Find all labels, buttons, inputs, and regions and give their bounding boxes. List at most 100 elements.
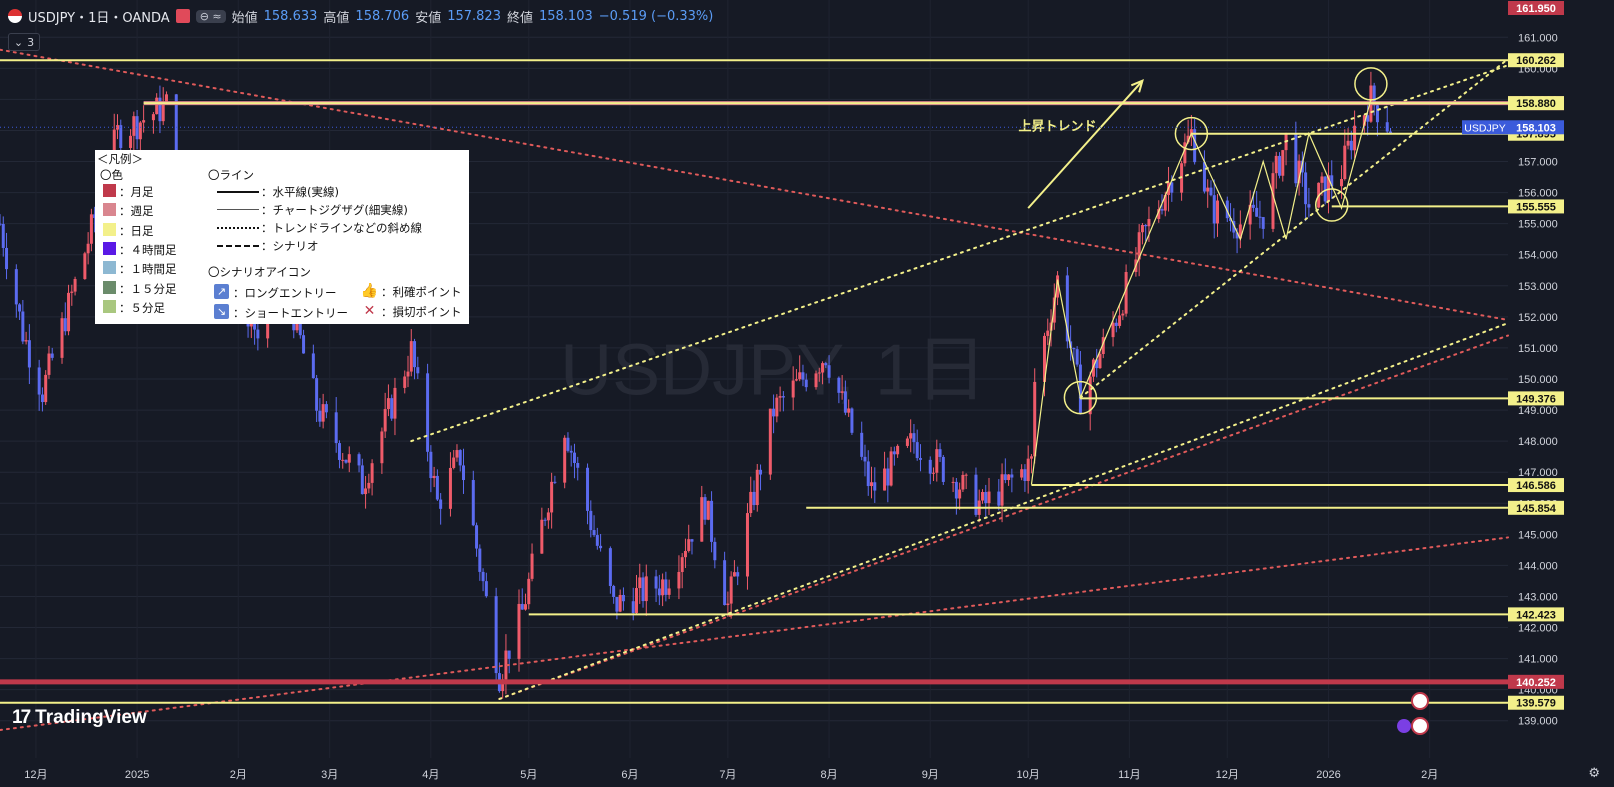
high-label: 高値 <box>323 10 350 26</box>
level-price-label: 149.376 <box>1516 393 1556 405</box>
legend-line-sample <box>217 245 259 247</box>
candle-down <box>0 223 2 225</box>
candle-down <box>1330 175 1334 187</box>
candle-down <box>569 450 573 453</box>
candle-down <box>736 572 740 577</box>
candle-down <box>576 462 580 468</box>
high-value: 158.706 <box>355 8 410 24</box>
level-price-tag <box>1508 96 1564 111</box>
candle-down <box>494 596 498 674</box>
visibility-toggle-icon[interactable]: ⊖ ≈ <box>195 9 226 23</box>
candle-up <box>1118 315 1122 326</box>
candle-down <box>592 530 596 536</box>
candle-down <box>357 454 361 466</box>
candle-up <box>1274 155 1278 174</box>
candle-down <box>912 433 916 443</box>
candle-down <box>612 585 616 597</box>
candle-up <box>364 488 368 495</box>
chart-header: USDJPY・1日・OANDA ⊖ ≈ 始値 158.633 高値 158.706 … <box>8 6 713 26</box>
flag-icon[interactable] <box>175 9 190 23</box>
time-tick-label: 5月 <box>520 769 537 781</box>
us-flag-event-icon <box>1411 692 1429 710</box>
candle-up <box>524 604 528 610</box>
time-tick-label: 7月 <box>719 769 736 781</box>
candle-up <box>155 97 159 115</box>
candle-up <box>1281 150 1285 176</box>
price-tick-label: 141.000 <box>1518 654 1558 666</box>
candle-down <box>1209 187 1213 196</box>
trend-arrow <box>1027 80 1144 209</box>
symbol-title[interactable]: USDJPY・1日・OANDA <box>28 10 170 26</box>
candle-up <box>67 292 71 332</box>
candle-up <box>755 469 759 506</box>
candle-down <box>654 576 658 589</box>
candle-down <box>158 97 162 122</box>
level-price-label: 146.586 <box>1516 480 1556 492</box>
candle-down <box>1375 105 1379 123</box>
candle-down <box>253 320 257 330</box>
candle-down <box>1202 162 1206 192</box>
candle-down <box>413 341 417 368</box>
time-tick-label: 2025 <box>125 769 149 781</box>
candle-up <box>958 489 962 499</box>
candle-up <box>980 491 984 501</box>
candle-down <box>1349 140 1353 151</box>
candle-down <box>827 365 831 378</box>
legend-line-label: ：チャートジグザグ(細実線) <box>261 203 408 217</box>
candle-down <box>690 539 694 542</box>
candle-up <box>1043 335 1047 382</box>
tradingview-logo[interactable]: 17 TradingView <box>12 707 147 729</box>
candle-down <box>1304 172 1308 205</box>
candle-up <box>563 437 567 483</box>
candle-up <box>1271 173 1275 229</box>
candle-up <box>321 404 325 422</box>
zigzag-line <box>1030 99 1372 485</box>
candle-up <box>44 374 48 403</box>
candle-down <box>461 465 465 481</box>
candle-up <box>905 438 909 446</box>
candle-up <box>455 450 459 458</box>
candle-up <box>1121 313 1125 316</box>
candle-down <box>713 541 717 561</box>
candle-up <box>1046 330 1050 336</box>
candle-up <box>83 253 87 280</box>
level-price-tag <box>1508 500 1564 515</box>
time-tick-label: 2月 <box>1421 769 1438 781</box>
candle-down <box>481 571 485 582</box>
candle-up <box>116 125 120 130</box>
candle-up <box>791 380 795 398</box>
candle-down <box>435 475 439 500</box>
candle-down <box>615 596 619 612</box>
candle-up <box>1007 474 1011 481</box>
time-tick-label: 12月 <box>24 769 47 781</box>
time-tick-label: 9月 <box>922 769 939 781</box>
legend-color-swatch <box>103 241 116 255</box>
candle-down <box>918 458 922 460</box>
level-price-label: 142.423 <box>1516 609 1556 621</box>
legend-color-label: ：５分足 <box>119 300 165 315</box>
candle-up <box>448 467 452 509</box>
candle-up <box>775 397 779 417</box>
candle-down <box>40 394 44 403</box>
candle-up <box>409 341 413 372</box>
candle-down <box>256 329 260 339</box>
time-tick-label: 10月 <box>1017 769 1040 781</box>
candle-down <box>772 408 776 417</box>
candle-down <box>5 247 9 270</box>
candle-down <box>1144 224 1148 227</box>
candle-up <box>1056 275 1060 298</box>
price-tick-label: 143.000 <box>1518 591 1558 603</box>
candle-up <box>347 454 351 463</box>
candle-down <box>928 459 932 474</box>
candle-down <box>850 408 854 433</box>
candle-up <box>386 398 390 410</box>
candle-up <box>794 379 798 381</box>
candle-up <box>1343 145 1347 180</box>
settings-gear-icon[interactable]: ⚙ <box>1588 766 1600 781</box>
candle-down <box>997 491 1001 506</box>
indicator-collapse-button[interactable]: ⌄ 3 <box>8 33 40 51</box>
top-price-label: 161.950 <box>1516 3 1556 15</box>
candle-up <box>814 373 818 388</box>
candle-down <box>1385 122 1389 132</box>
